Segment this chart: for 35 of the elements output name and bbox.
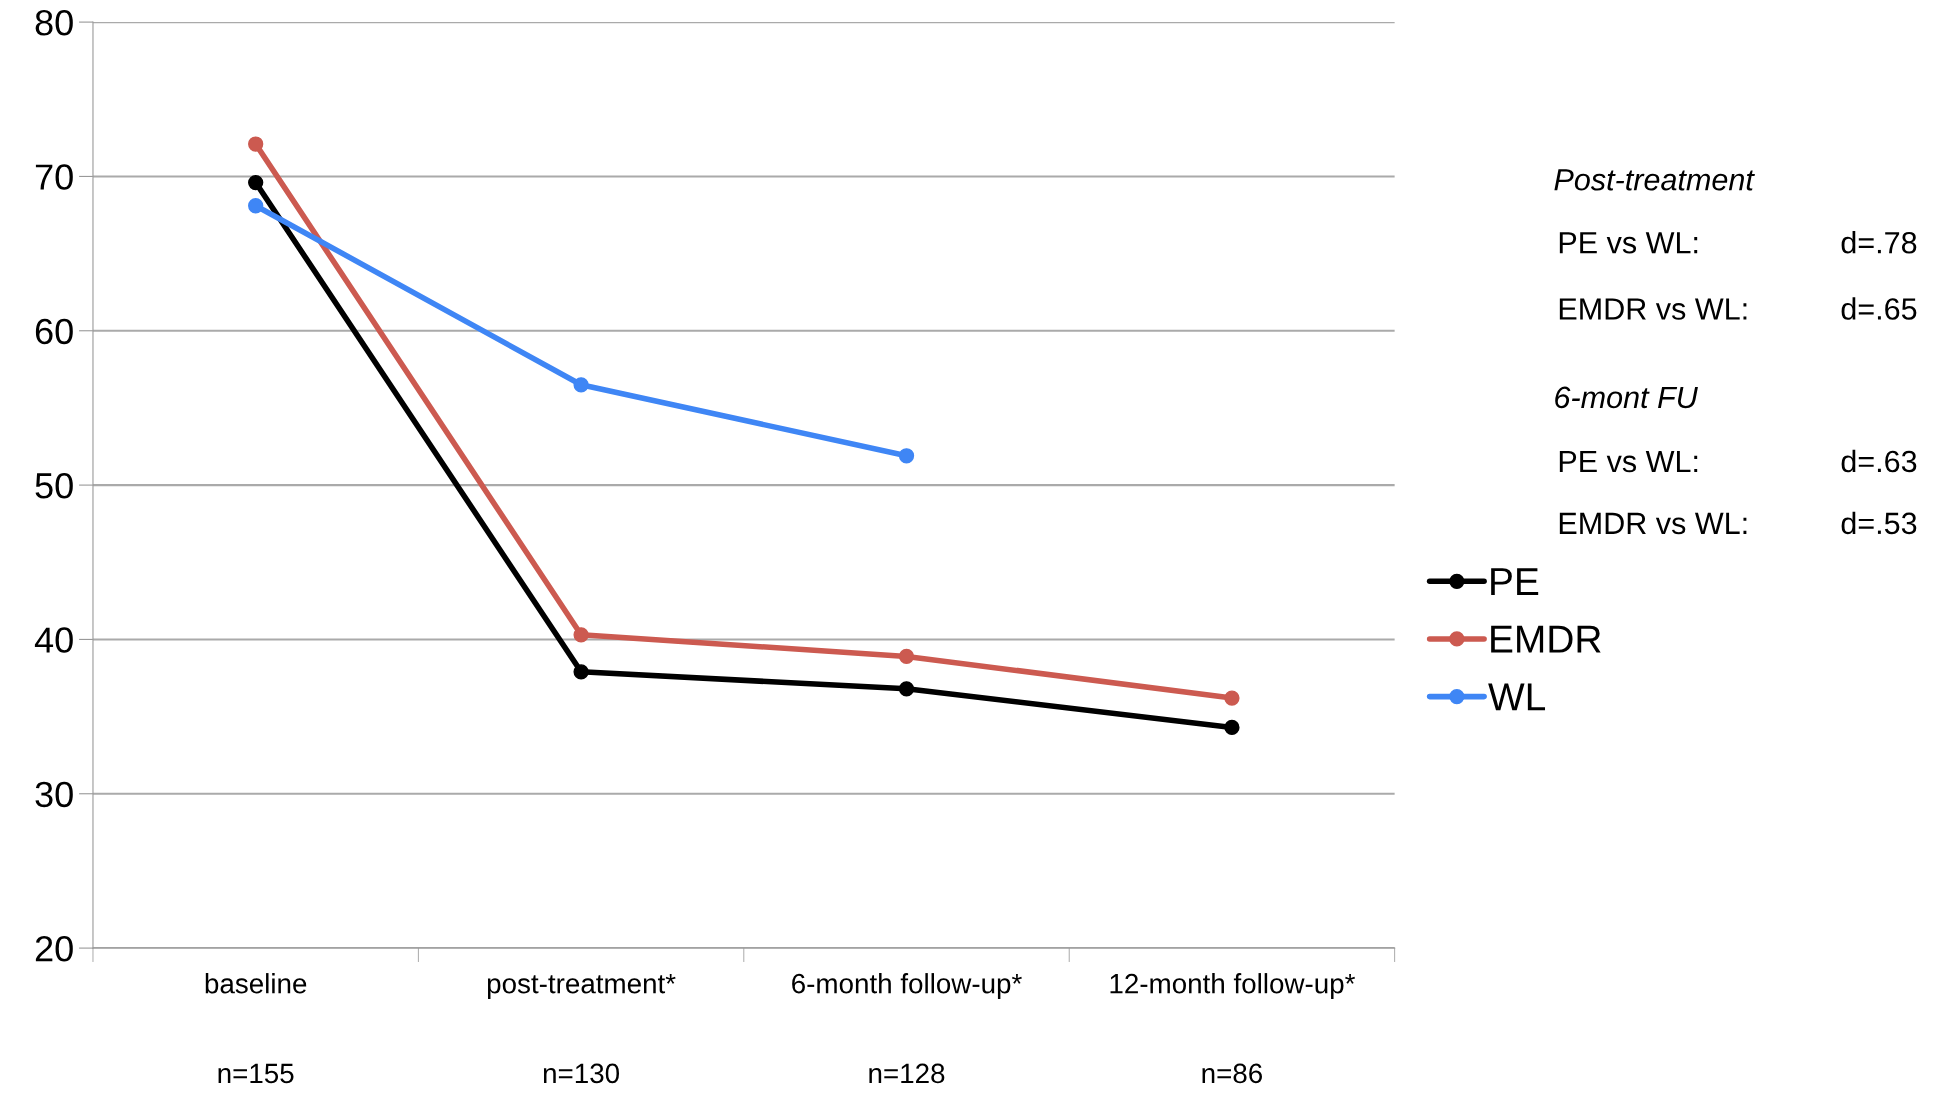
point xyxy=(573,627,589,643)
text: 6-mont FU xyxy=(1555,386,1698,409)
y-tick-label: 80 xyxy=(35,9,73,36)
legend-label: PE xyxy=(1491,568,1539,595)
point xyxy=(1224,719,1240,736)
legend-label: EMDR xyxy=(1491,625,1601,653)
point xyxy=(898,648,915,665)
text: d=.65 xyxy=(1841,297,1917,320)
text: EMDR vs WL: xyxy=(1559,512,1747,535)
text: Post-treatment xyxy=(1554,169,1755,191)
text: d=.53 xyxy=(1841,511,1917,535)
category-label: 6-month follow-up* n=128 xyxy=(792,973,1022,1084)
y-tick-label: 70 xyxy=(35,164,73,190)
y-tick-label: 60 xyxy=(35,318,73,345)
category-label: 12-month follow-up* n=86 xyxy=(1110,973,1356,1084)
point xyxy=(248,174,264,191)
text: EMDR vs WL: xyxy=(1559,298,1747,320)
point xyxy=(1224,690,1240,706)
legend-label: WL xyxy=(1488,683,1546,711)
y-tick-label: 50 xyxy=(35,472,73,499)
point xyxy=(898,681,915,697)
category-label: post-treatment* n=130 xyxy=(487,974,676,1084)
y-tick-label: 20 xyxy=(35,935,73,962)
point xyxy=(898,448,915,464)
y-tick-label: 40 xyxy=(34,627,73,653)
point xyxy=(248,198,264,214)
text: PE vs WL: xyxy=(1559,232,1698,254)
text: d=.78 xyxy=(1841,231,1917,254)
y-tick-label: 30 xyxy=(35,781,73,808)
point xyxy=(248,136,264,152)
category-label: baseline n=155 xyxy=(205,973,307,1084)
text: PE vs WL: xyxy=(1559,450,1698,473)
text: d=.63 xyxy=(1841,449,1917,473)
point xyxy=(573,664,589,680)
point xyxy=(573,377,589,393)
